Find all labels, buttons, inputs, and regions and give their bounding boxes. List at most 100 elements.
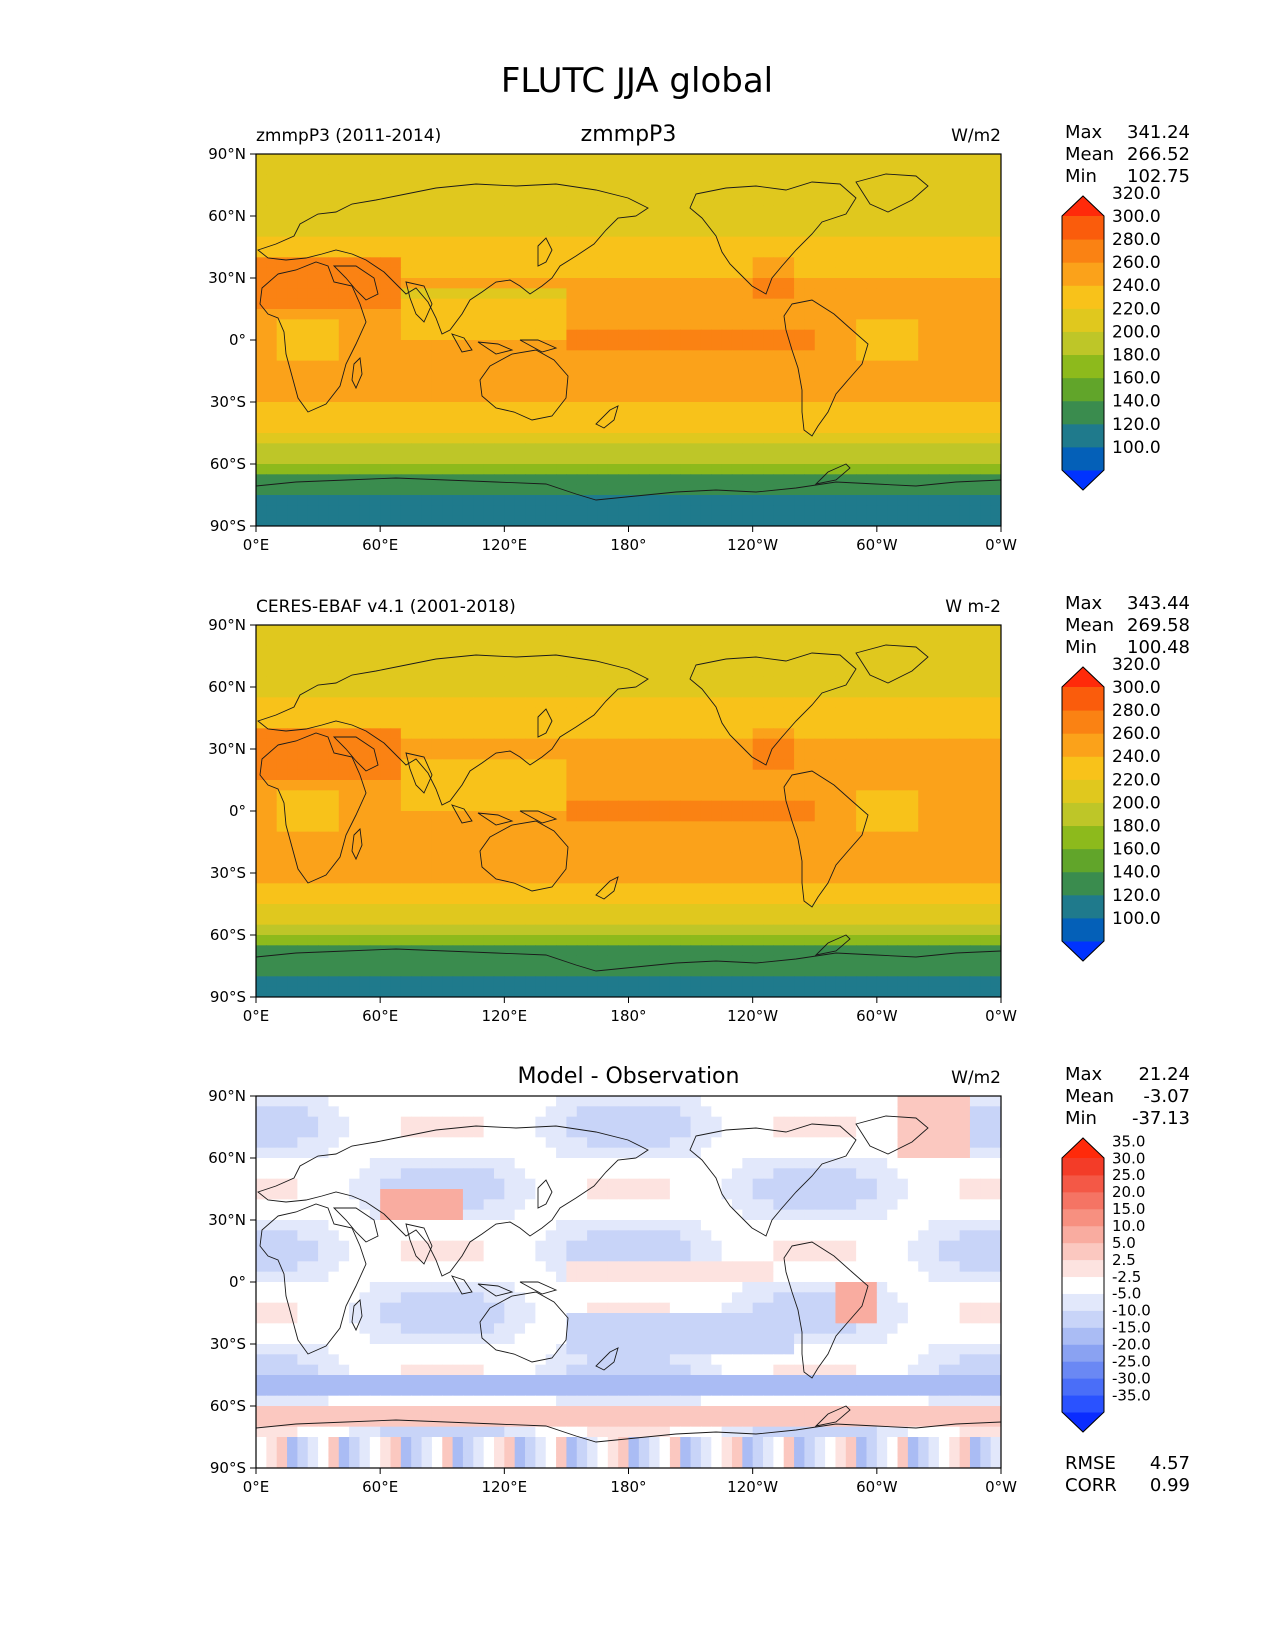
map-cell — [990, 391, 1001, 403]
map-cell — [721, 645, 733, 657]
map-cell — [928, 391, 940, 403]
map-cell — [318, 893, 330, 905]
map-cell — [907, 759, 919, 771]
map-cell — [763, 635, 774, 647]
map-cell — [504, 164, 516, 176]
map-cell — [814, 412, 826, 424]
map-cell — [659, 515, 671, 526]
map-cell — [514, 412, 526, 424]
map-cell — [618, 769, 630, 781]
map-cell — [400, 718, 412, 729]
map-cell — [328, 811, 340, 822]
map-cell — [742, 676, 754, 688]
map-cell — [287, 433, 298, 444]
map-cell — [731, 924, 743, 936]
map-cell — [607, 893, 619, 905]
map-cell — [794, 350, 806, 362]
map-cell — [525, 402, 536, 413]
colorbar-label: 320.0 — [1112, 184, 1161, 204]
map-cell — [959, 195, 971, 207]
map-cell — [566, 236, 578, 248]
map-cell — [483, 495, 495, 506]
map-cell — [928, 464, 940, 475]
map-cell — [742, 924, 754, 936]
map-cell — [938, 226, 950, 238]
map-cell — [959, 873, 971, 884]
map-cell — [700, 842, 712, 853]
map-cell — [318, 780, 330, 791]
map-cell — [442, 205, 454, 217]
map-cell — [856, 350, 868, 362]
map-cell — [928, 914, 940, 926]
map-cell — [618, 935, 630, 946]
map-cell — [907, 236, 919, 248]
map-cell — [576, 402, 588, 413]
map-cell — [442, 329, 454, 341]
map-cell — [649, 164, 661, 176]
map-cell — [825, 247, 837, 258]
map-cell — [763, 495, 774, 506]
map-cell — [380, 433, 392, 444]
map-cell — [918, 278, 930, 289]
map-cell — [556, 697, 568, 709]
map-cell — [638, 495, 650, 506]
map-cell — [535, 738, 547, 750]
map-cell — [545, 185, 557, 196]
map-cell — [452, 185, 464, 196]
map-cell — [700, 635, 712, 647]
map-cell — [597, 625, 609, 636]
map-cell — [763, 391, 774, 403]
map-cell — [556, 391, 568, 403]
map-cell — [773, 800, 785, 812]
map-cell — [380, 780, 392, 791]
map-cell — [897, 257, 909, 269]
map-cell — [587, 656, 599, 667]
map-cell — [669, 769, 681, 781]
map-cell — [318, 718, 330, 729]
map-cell — [493, 474, 505, 486]
map-cell — [369, 842, 381, 853]
map-cell — [318, 873, 330, 884]
map-cell — [514, 904, 526, 915]
map-cell — [349, 656, 361, 667]
map-cell — [731, 821, 743, 833]
map-cell — [845, 749, 857, 760]
map-cell — [876, 687, 888, 698]
map-cell — [928, 381, 940, 393]
map-cell — [297, 195, 309, 207]
map-cell — [969, 862, 981, 874]
map-cell — [649, 656, 661, 667]
map-cell — [721, 329, 733, 341]
map-cell — [525, 164, 536, 176]
map-cell — [318, 728, 330, 740]
map-cell — [576, 645, 588, 657]
map-cell — [525, 391, 536, 403]
map-cell — [980, 873, 992, 884]
map-cell — [918, 769, 930, 781]
map-cell — [349, 821, 361, 833]
map-cell — [690, 402, 702, 413]
map-cell — [721, 433, 733, 444]
map-cell — [400, 707, 412, 719]
map-cell — [287, 625, 298, 636]
map-cell — [380, 319, 392, 331]
map-cell — [587, 443, 599, 455]
map-cell — [266, 718, 278, 729]
map-cell — [845, 433, 857, 444]
map-cell — [473, 515, 485, 526]
map-cell — [804, 811, 816, 822]
map-cell — [845, 759, 857, 771]
map-cell — [504, 883, 516, 895]
map-cell — [690, 862, 702, 874]
map-cell — [535, 790, 547, 802]
map-cell — [266, 278, 278, 289]
map-cell — [338, 443, 350, 455]
map-cell — [452, 687, 464, 698]
map-cell — [825, 298, 837, 310]
map-cell — [959, 842, 971, 853]
map-cell — [804, 625, 816, 636]
map-cell — [918, 666, 930, 678]
map-cell — [711, 154, 723, 165]
map-cell — [763, 515, 774, 526]
map-cell — [328, 955, 340, 967]
